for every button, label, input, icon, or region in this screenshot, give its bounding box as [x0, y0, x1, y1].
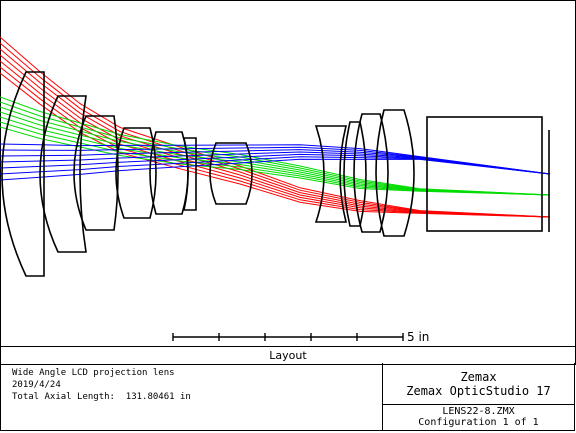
file-name: LENS22-8.ZMX	[442, 406, 515, 417]
ray-blue	[0, 143, 551, 175]
vendor-name: Zemax	[460, 370, 497, 384]
file-panel: LENS22-8.ZMX Configuration 1 of 1	[383, 405, 575, 431]
vendor-panel: Zemax Zemax OpticStudio 17	[383, 363, 575, 405]
lens-elements	[1, 71, 550, 277]
lens-element-3	[73, 115, 119, 231]
ray-red	[0, 60, 551, 218]
ray-green	[0, 106, 551, 196]
configuration-label: Configuration 1 of 1	[418, 417, 539, 428]
lens-element-7	[209, 142, 253, 205]
ray-blue	[0, 156, 551, 175]
lens-element-1	[1, 71, 45, 277]
ray-blue	[0, 149, 551, 175]
ray-blue	[0, 151, 551, 175]
scale-bar	[172, 333, 404, 341]
product-name: Zemax OpticStudio 17	[406, 384, 551, 398]
lens-title: Wide Angle LCD projection lens	[12, 368, 175, 378]
ray-blue	[0, 153, 551, 175]
lens-element-10	[353, 113, 389, 233]
ray-red	[0, 42, 551, 218]
ray-blue	[0, 146, 551, 175]
lens-date: 2019/4/24	[12, 380, 61, 390]
lens-element-2	[39, 95, 87, 253]
scale-bar-label: 5 in	[407, 330, 430, 344]
lens-info-panel: Wide Angle LCD projection lens 2019/4/24…	[0, 363, 383, 431]
prism-block	[426, 116, 543, 232]
total-axial-length: Total Axial Length: 131.80461 in	[12, 392, 191, 402]
ray-green	[0, 101, 551, 196]
lens-element-8	[314, 125, 348, 223]
ray-red	[0, 36, 551, 218]
lens-element-4	[115, 127, 157, 219]
lens-layout-diagram	[0, 36, 551, 341]
lens-element-6	[183, 137, 197, 211]
ray-green	[0, 96, 551, 196]
lens-element-11	[375, 109, 415, 237]
